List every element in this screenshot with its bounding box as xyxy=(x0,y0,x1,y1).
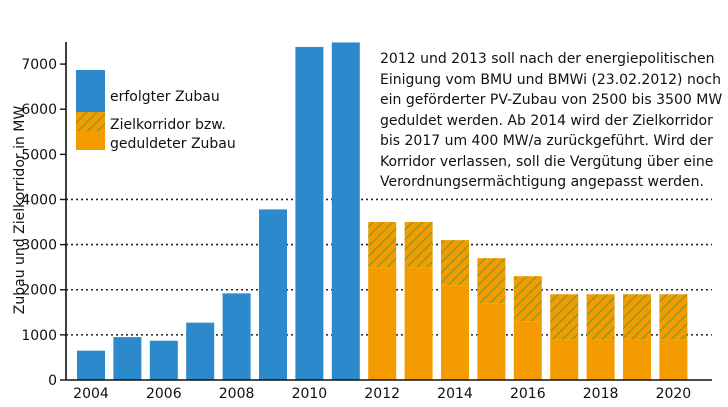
legend-swatch-zielkorridor-solid xyxy=(76,131,105,150)
x-tick-label: 2014 xyxy=(437,386,473,402)
bar-geduldeter-zubau-2014 xyxy=(441,285,469,380)
bar-erfolgter-zubau-2007 xyxy=(186,322,215,380)
y-tick-label: 2000 xyxy=(21,283,57,299)
y-tick-label: 4000 xyxy=(21,192,57,208)
bar-geduldeter-zubau-2020 xyxy=(659,339,688,380)
annotation-line: 2012 und 2013 soll nach der energiepolit… xyxy=(380,51,715,67)
bar-zielkorridor-2018 xyxy=(586,294,615,340)
y-tick-label: 5000 xyxy=(21,147,57,163)
bar-geduldeter-zubau-2019 xyxy=(623,339,651,380)
y-tick-label: 0 xyxy=(48,373,57,389)
bar-geduldeter-zubau-2012 xyxy=(368,267,397,380)
bar-erfolgter-zubau-2010 xyxy=(295,46,324,380)
y-tick-label: 6000 xyxy=(21,102,57,118)
x-tick-label: 2004 xyxy=(73,386,109,402)
bar-erfolgter-zubau-2011 xyxy=(331,42,360,380)
bars xyxy=(77,42,688,380)
bar-erfolgter-zubau-2004 xyxy=(77,350,105,380)
bar-erfolgter-zubau-2008 xyxy=(222,293,251,380)
x-tick-label: 2016 xyxy=(510,386,546,402)
bar-geduldeter-zubau-2017 xyxy=(550,339,579,380)
bar-erfolgter-zubau-2009 xyxy=(259,209,287,380)
legend-label-erfolgter-zubau: erfolgter Zubau xyxy=(110,89,220,105)
annotation-line: geduldet werden. Ab 2014 wird der Zielko… xyxy=(380,112,713,129)
bar-zielkorridor-2019 xyxy=(623,294,651,340)
y-axis-label: Zubau und Zielkorridor in MW xyxy=(12,106,28,315)
bar-zielkorridor-2014 xyxy=(441,240,469,286)
annotation-line: bis 2017 um 400 MW/a zurückgeführt. Wird… xyxy=(380,133,713,149)
legend-label-zielkorridor-line1: Zielkorridor bzw. xyxy=(110,117,226,133)
bar-zielkorridor-2016 xyxy=(513,276,542,322)
bar-zielkorridor-2017 xyxy=(550,294,579,340)
annotation-line: Korridor verlassen, soll die Vergütung ü… xyxy=(380,153,714,170)
x-tick-label: 2018 xyxy=(583,386,619,402)
legend-label-zielkorridor-line2: geduldeter Zubau xyxy=(110,136,236,152)
x-tick-label: 2012 xyxy=(364,386,400,402)
bar-zielkorridor-2020 xyxy=(659,294,688,340)
bar-geduldeter-zubau-2016 xyxy=(513,321,542,380)
legend-swatch-zielkorridor-hatched xyxy=(76,112,105,131)
bar-erfolgter-zubau-2005 xyxy=(113,337,142,380)
legend: erfolgter Zubau Zielkorridor bzw. geduld… xyxy=(76,70,236,152)
annotation-line: Verordnungsermächtigung angepasst werden… xyxy=(380,174,704,190)
y-tick-label: 1000 xyxy=(21,328,57,344)
annotation-line: ein geförderter PV-Zubau von 2500 bis 35… xyxy=(380,92,723,108)
y-tick-label: 7000 xyxy=(21,57,57,73)
bar-geduldeter-zubau-2015 xyxy=(477,303,506,380)
x-tick-label: 2006 xyxy=(146,386,182,402)
x-tick-label: 2008 xyxy=(219,386,255,402)
annotation-text: 2012 und 2013 soll nach der energiepolit… xyxy=(380,49,723,193)
x-tick-label: 2020 xyxy=(656,386,692,402)
bar-geduldeter-zubau-2018 xyxy=(586,339,615,380)
bar-zielkorridor-2012 xyxy=(368,222,397,268)
bar-zielkorridor-2015 xyxy=(477,258,506,304)
x-tick-label: 2010 xyxy=(292,386,328,402)
y-tick-label: 3000 xyxy=(21,238,57,254)
axes: 0 1000 2000 3000 4000 5000 6000 7000 2004 2006 200… xyxy=(21,42,712,402)
bar-zielkorridor-2013 xyxy=(404,222,433,268)
bar-geduldeter-zubau-2013 xyxy=(404,267,433,380)
annotation-line: Einigung vom BMU und BMWi (23.02.2012) n… xyxy=(380,71,721,88)
bar-erfolgter-zubau-2006 xyxy=(149,340,178,380)
